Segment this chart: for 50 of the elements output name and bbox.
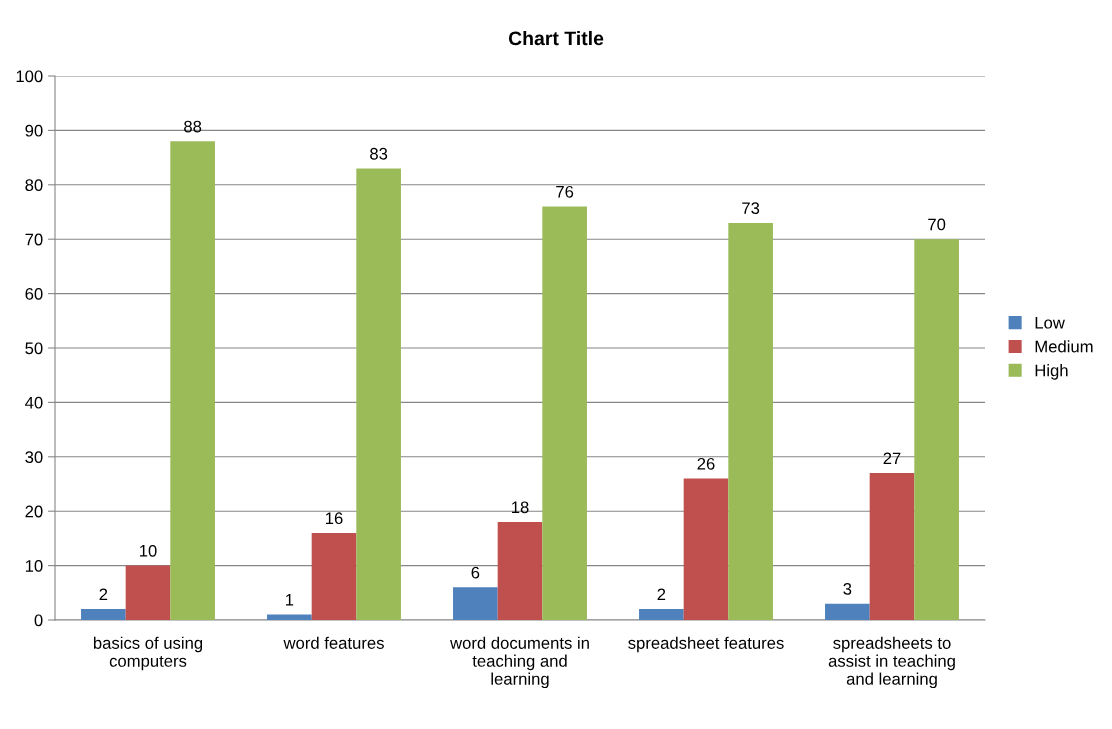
x-tick-label: spreadsheets to assist in teaching and learning (828, 636, 955, 689)
y-tick-label: 10 (25, 560, 43, 572)
data-label: 2 (657, 588, 666, 601)
y-tick-label: 100 (16, 70, 43, 83)
y-tick-label: 60 (25, 288, 43, 300)
bar (914, 239, 959, 620)
data-label: 2 (99, 588, 108, 601)
bar (542, 206, 587, 620)
bar (728, 222, 773, 620)
bar (683, 478, 729, 620)
x-tick-label: basics of using computers (93, 636, 203, 671)
bar (356, 168, 401, 620)
bar (639, 609, 684, 620)
bar (125, 565, 171, 620)
data-label: 10 (140, 544, 157, 557)
y-tick-label: 30 (25, 451, 43, 463)
data-label: 83 (370, 147, 388, 160)
data-label: 73 (742, 202, 760, 215)
data-label: 3 (843, 583, 852, 595)
y-tick-label: 80 (25, 179, 43, 191)
bar (170, 141, 215, 620)
data-label: 6 (471, 566, 480, 579)
y-tick-label: 70 (25, 233, 43, 246)
bar (311, 532, 357, 620)
legend-label: High (1035, 364, 1068, 380)
y-tick-label: 20 (25, 505, 43, 518)
data-label: 88 (184, 120, 202, 133)
bar (453, 587, 498, 620)
data-label: 27 (883, 452, 901, 465)
y-tick-label: 40 (25, 396, 43, 409)
data-label: 16 (326, 512, 343, 525)
bar (497, 522, 543, 620)
data-label: 18 (512, 501, 529, 514)
data-label: 1 (286, 594, 294, 606)
data-label: 26 (697, 457, 715, 470)
x-tick-label: spreadsheet features (628, 636, 784, 653)
data-label: 76 (556, 185, 574, 198)
bar (825, 603, 870, 620)
bar (81, 609, 126, 620)
x-tick-label: word features (283, 636, 384, 649)
chart-title: Chart Title (508, 30, 604, 46)
x-tick-label: word documents in teaching and learning (450, 636, 589, 689)
y-tick-label: 0 (34, 614, 43, 627)
bar (267, 614, 312, 620)
legend-label: Medium (1035, 340, 1093, 353)
legend-label: Low (1035, 316, 1065, 329)
data-label: 70 (928, 218, 946, 231)
y-tick-label: 50 (25, 342, 43, 355)
y-tick-label: 90 (25, 124, 43, 137)
bar (869, 473, 915, 620)
